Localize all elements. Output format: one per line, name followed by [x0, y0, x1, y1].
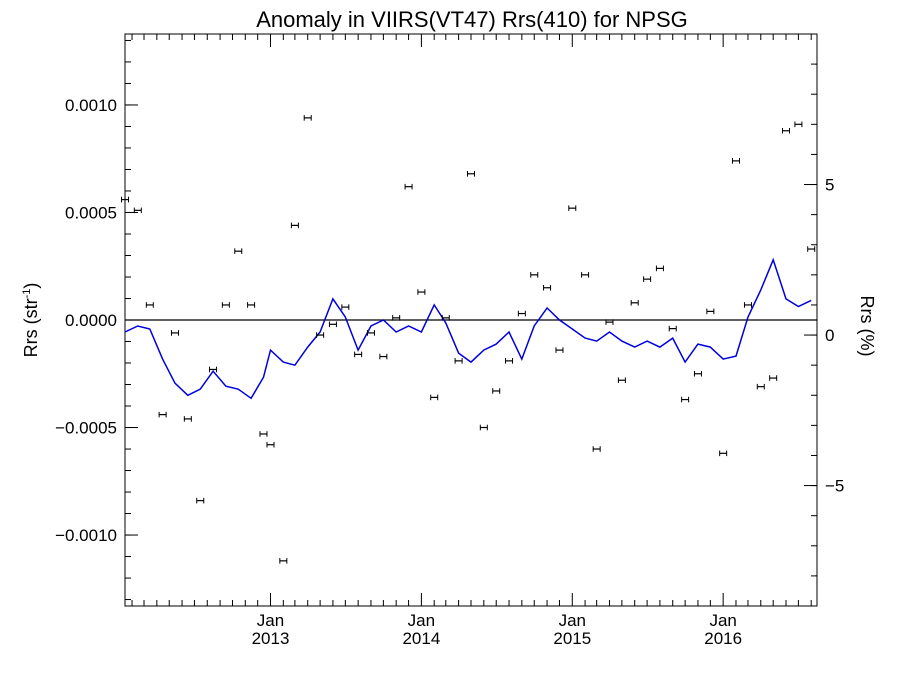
data-point: [221, 302, 230, 308]
data-point: [769, 375, 778, 381]
data-point: [592, 446, 601, 452]
data-point: [121, 196, 129, 203]
data-point: [171, 330, 180, 336]
x-tick-month-label: Jan: [257, 611, 284, 630]
data-point: [158, 411, 167, 418]
left-y-axis-title: Rrs (str-1): [21, 283, 41, 358]
data-point: [404, 183, 413, 190]
data-point: [209, 366, 218, 373]
data-point: [807, 246, 816, 252]
data-point: [196, 497, 205, 504]
data-point: [328, 321, 337, 328]
data-point: [492, 388, 501, 394]
data-point: [133, 207, 142, 214]
data-point: [756, 383, 765, 390]
data-point: [681, 396, 690, 403]
data-point: [290, 222, 299, 229]
data-point: [247, 302, 256, 308]
right-tick-label: 0: [825, 326, 834, 345]
data-point: [719, 450, 728, 457]
data-point: [568, 205, 577, 211]
left-tick-label: 0.0005: [65, 203, 117, 222]
x-tick-year-label: 2015: [553, 629, 591, 648]
data-point: [655, 265, 664, 272]
data-point: [530, 272, 539, 278]
data-point: [441, 315, 450, 321]
data-point: [279, 558, 288, 564]
data-point: [605, 319, 614, 325]
data-point: [706, 308, 715, 315]
right-y-axis-title: Rrs (%): [857, 296, 877, 357]
data-point: [517, 310, 526, 317]
data-point: [183, 416, 192, 422]
right-y-axis: 5 0 −5: [804, 33, 844, 607]
data-point: [430, 394, 439, 401]
data-point: [467, 170, 475, 177]
data-point: [354, 351, 363, 358]
percent-anomaly-line: [124, 257, 812, 400]
data-point: [259, 431, 268, 437]
data-point: [617, 377, 626, 384]
data-point: [366, 330, 375, 336]
rrs-anomaly-series: [121, 115, 816, 564]
x-tick-year-label: 2016: [704, 629, 742, 648]
data-point: [479, 424, 488, 431]
chart-title: Anomaly in VIIRS(VT47) Rrs(410) for NPSG: [256, 7, 688, 32]
data-point: [581, 272, 590, 278]
data-point: [630, 300, 639, 306]
right-tick-label: −5: [825, 477, 844, 496]
right-tick-label: 5: [825, 176, 834, 195]
data-point: [417, 289, 426, 295]
data-point: [693, 370, 702, 377]
data-point: [543, 284, 552, 291]
left-tick-label: 0.0000: [65, 311, 117, 330]
data-point: [145, 302, 154, 308]
data-point: [668, 325, 677, 332]
data-point: [234, 248, 243, 254]
left-tick-label: −0.0010: [55, 526, 117, 545]
data-point: [266, 441, 275, 448]
left-tick-label: 0.0010: [65, 96, 117, 115]
data-point: [731, 158, 740, 164]
left-tick-label: −0.0005: [55, 419, 117, 438]
data-point: [643, 276, 652, 282]
x-tick-month-label: Jan: [559, 611, 586, 630]
data-point: [505, 358, 514, 364]
data-point: [303, 115, 312, 121]
left-y-axis: 0.0010 0.0005 0.0000 −0.0005 −0.0010: [55, 39, 138, 601]
x-tick-month-label: Jan: [709, 611, 736, 630]
data-point: [743, 302, 752, 308]
data-point: [392, 315, 401, 321]
data-point: [316, 332, 325, 338]
data-point: [794, 121, 803, 128]
percent-anomaly-series: [124, 257, 812, 400]
data-point: [379, 353, 388, 360]
data-point: [781, 127, 790, 134]
x-tick-year-label: 2013: [252, 629, 290, 648]
data-point: [341, 304, 350, 310]
data-point: [454, 358, 463, 364]
x-tick-month-label: Jan: [408, 611, 435, 630]
data-point: [555, 347, 564, 353]
x-tick-year-label: 2014: [402, 629, 440, 648]
